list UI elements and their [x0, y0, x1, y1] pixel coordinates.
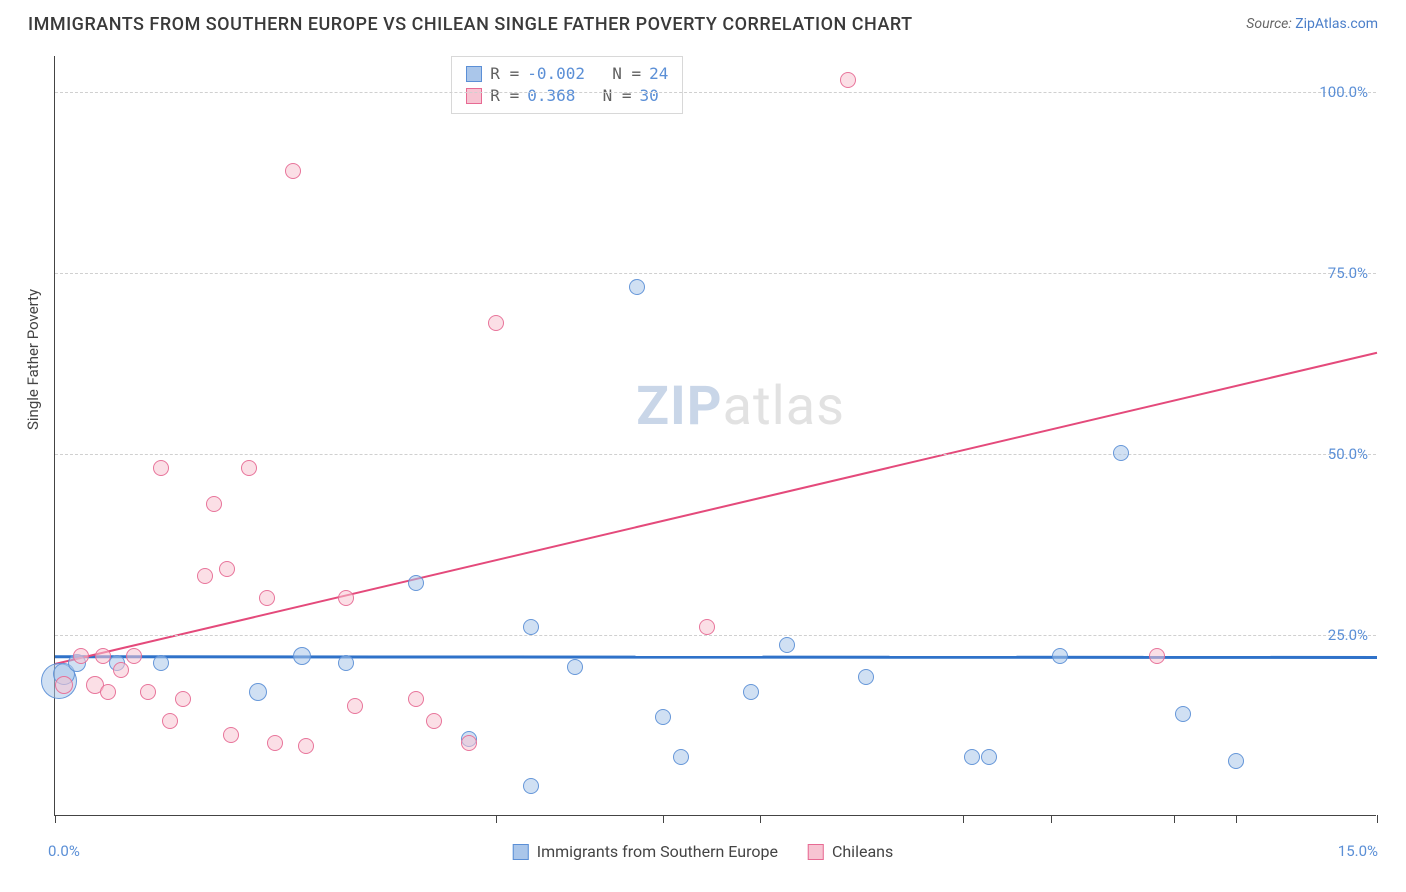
legend-stat-row: R = 0.368 N = 30 — [466, 85, 668, 107]
immigrants-point — [964, 749, 980, 765]
chileans-point — [162, 713, 178, 729]
immigrants-point — [981, 749, 997, 765]
chileans-point — [55, 676, 73, 694]
immigrants-point — [1175, 706, 1191, 722]
immigrants-point — [629, 279, 645, 295]
y-tick-label: 75.0% — [1328, 264, 1368, 282]
chileans-point — [259, 590, 275, 606]
chileans-point — [408, 691, 424, 707]
chileans-point — [461, 735, 477, 751]
chileans-point — [241, 460, 257, 476]
x-axis-max-label: 15.0% — [1338, 842, 1378, 860]
immigrants-point — [1052, 648, 1068, 664]
gridline — [55, 92, 1376, 93]
source-label: Source: — [1246, 16, 1291, 32]
legend-label: Immigrants from Southern Europe — [537, 842, 778, 861]
chileans-point — [153, 460, 169, 476]
legend-item: Immigrants from Southern Europe — [513, 842, 778, 861]
x-tick — [496, 815, 497, 823]
legend-label: Chileans — [832, 842, 893, 861]
immigrants-point — [523, 778, 539, 794]
gridline — [55, 454, 1376, 455]
immigrants-point — [779, 637, 795, 653]
chileans-point — [1149, 648, 1165, 664]
chileans-point — [426, 713, 442, 729]
immigrants-point — [673, 749, 689, 765]
chileans-point — [73, 648, 89, 664]
source-attribution: Source: ZipAtlas.com — [1246, 16, 1378, 32]
source-link[interactable]: ZipAtlas.com — [1295, 16, 1378, 32]
chileans-point — [140, 684, 156, 700]
chileans-point — [95, 648, 111, 664]
scatter-plot-area: ZIPatlas R = -0.002 N = 24R = 0.368 N = … — [54, 56, 1376, 816]
chileans-point — [113, 662, 129, 678]
watermark: ZIPatlas — [636, 375, 845, 438]
chileans-point — [219, 561, 235, 577]
x-tick — [55, 815, 56, 823]
immigrants-point — [1113, 445, 1129, 461]
immigrants-point — [408, 575, 424, 591]
immigrants-point — [293, 647, 311, 665]
series-legend: Immigrants from Southern Europe Chileans — [513, 842, 894, 861]
immigrants-point — [567, 659, 583, 675]
immigrants-point — [153, 655, 169, 671]
legend-swatch — [466, 88, 482, 104]
y-axis-label: Single Father Poverty — [24, 289, 42, 430]
immigrants-point — [858, 669, 874, 685]
x-tick — [1051, 815, 1052, 823]
chileans-point — [197, 568, 213, 584]
x-tick — [663, 815, 664, 823]
chileans-point — [100, 684, 116, 700]
immigrants-point — [523, 619, 539, 635]
chileans-point — [298, 738, 314, 754]
immigrants-point — [1228, 753, 1244, 769]
legend-swatch — [466, 66, 482, 82]
x-axis-min-label: 0.0% — [48, 842, 80, 860]
gridline — [55, 635, 1376, 636]
chileans-point — [206, 496, 222, 512]
legend-stat-row: R = -0.002 N = 24 — [466, 63, 668, 85]
legend-swatch — [513, 844, 529, 860]
chart-title: IMMIGRANTS FROM SOUTHERN EUROPE VS CHILE… — [28, 14, 913, 35]
immigrants-trend-line — [55, 657, 1377, 658]
chileans-point — [699, 619, 715, 635]
watermark-atlas: atlas — [723, 375, 845, 438]
chileans-point — [267, 735, 283, 751]
gridline — [55, 273, 1376, 274]
chileans-point — [126, 648, 142, 664]
correlation-legend: R = -0.002 N = 24R = 0.368 N = 30 — [451, 56, 683, 114]
chileans-point — [338, 590, 354, 606]
immigrants-point — [655, 709, 671, 725]
chileans-point — [488, 315, 504, 331]
chileans-point — [285, 163, 301, 179]
x-tick — [1236, 815, 1237, 823]
legend-item: Chileans — [808, 842, 893, 861]
x-tick — [1377, 815, 1378, 823]
immigrants-point — [249, 683, 267, 701]
y-tick-label: 25.0% — [1328, 626, 1368, 644]
x-tick — [760, 815, 761, 823]
x-tick — [963, 815, 964, 823]
chileans-point — [175, 691, 191, 707]
immigrants-point — [338, 655, 354, 671]
watermark-zip: ZIP — [636, 375, 722, 438]
chileans-point — [223, 727, 239, 743]
y-tick-label: 50.0% — [1328, 445, 1368, 463]
chileans-point — [347, 698, 363, 714]
chart-header: IMMIGRANTS FROM SOUTHERN EUROPE VS CHILE… — [28, 14, 1378, 44]
immigrants-point — [743, 684, 759, 700]
x-tick — [1174, 815, 1175, 823]
legend-swatch — [808, 844, 824, 860]
y-tick-label: 100.0% — [1319, 83, 1368, 101]
chileans-point — [840, 72, 856, 88]
